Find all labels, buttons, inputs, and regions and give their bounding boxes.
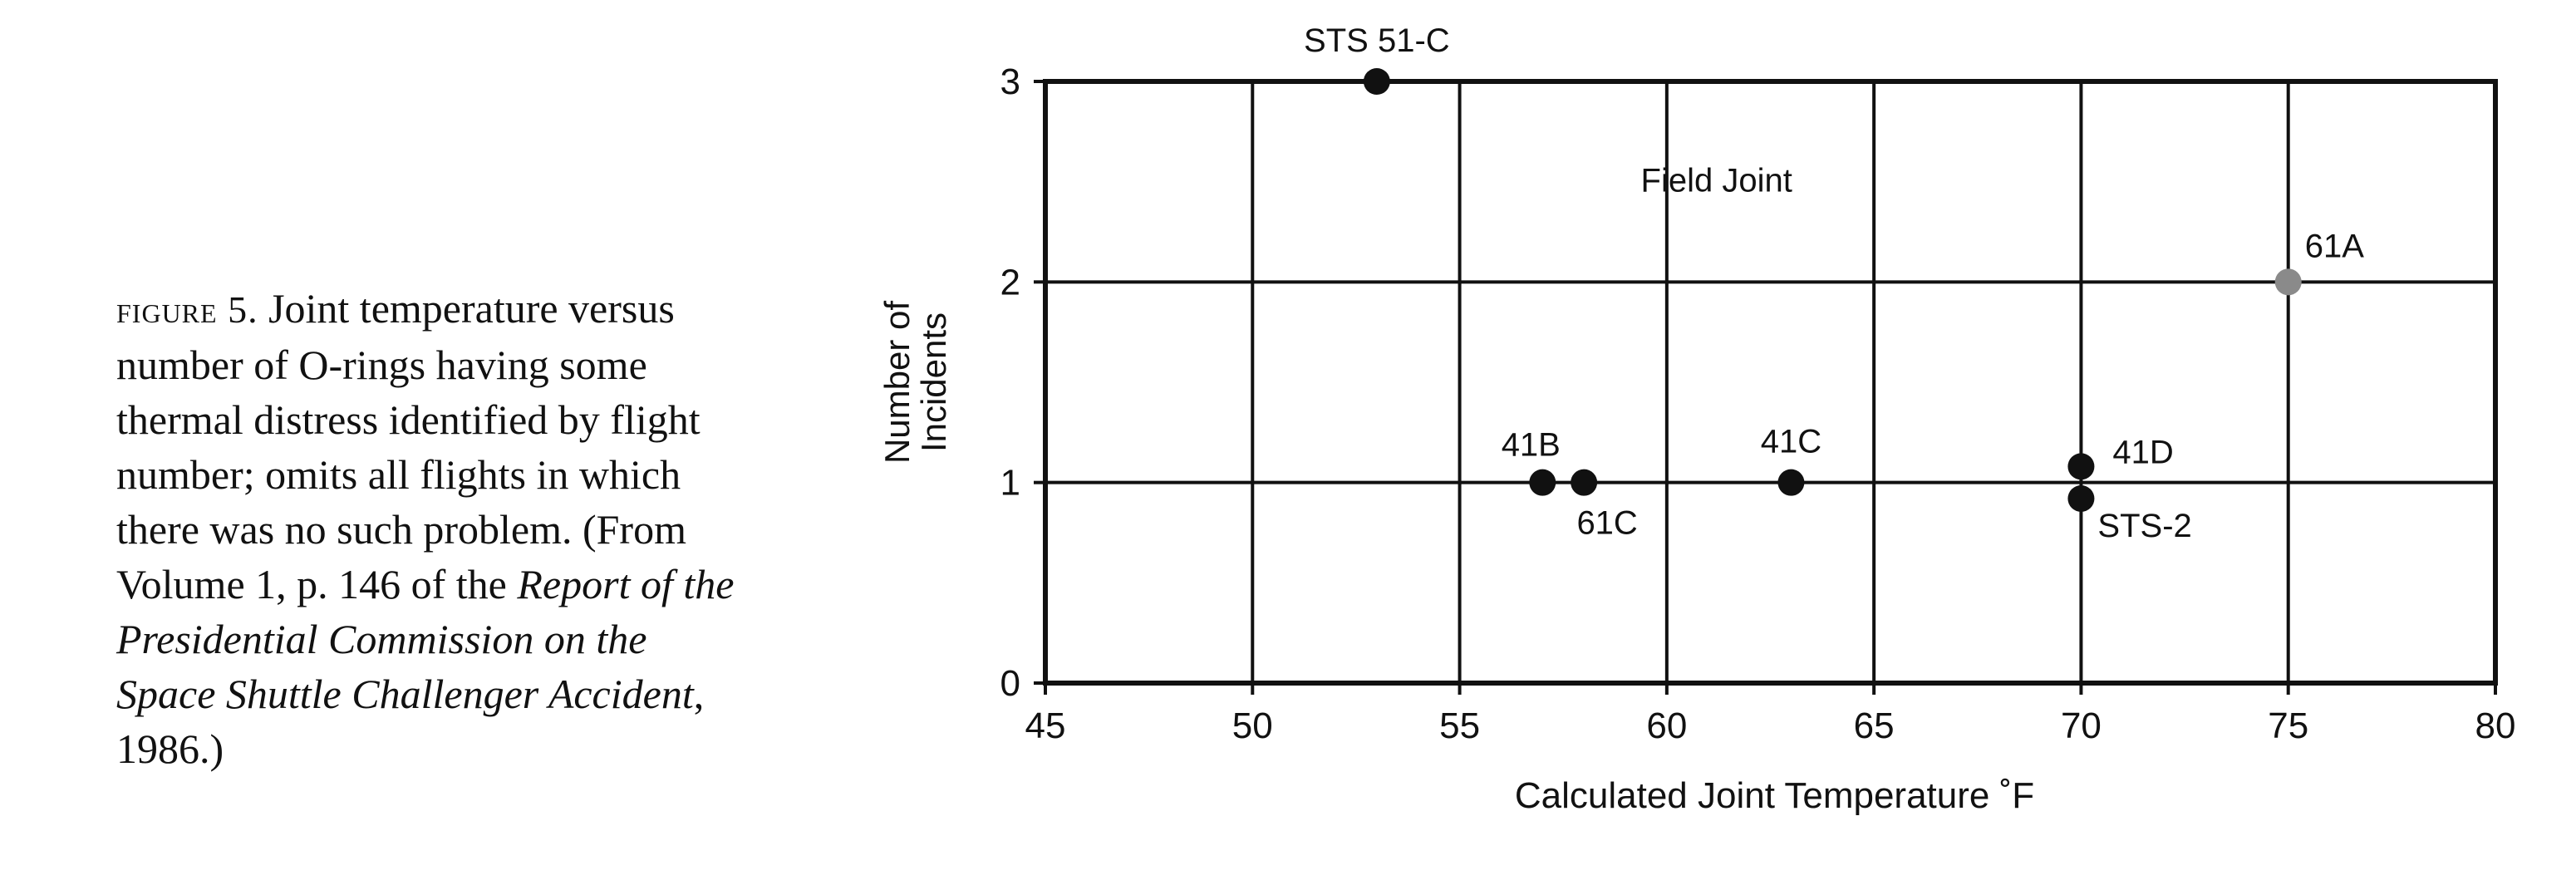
figure-caption: figure 5. Joint temperature versus numbe… xyxy=(116,281,748,776)
data-point-2 xyxy=(1529,469,1556,496)
field-joint-annotation: Field Joint xyxy=(1641,163,1792,199)
point-label-3: 61C xyxy=(1576,505,1637,542)
point-label-4: 41C xyxy=(1761,424,1821,460)
point-label-2: 41B xyxy=(1502,427,1561,464)
data-point-6 xyxy=(2067,484,2095,512)
point-label-6: STS-2 xyxy=(2097,508,2191,544)
x-tick-label-65: 65 xyxy=(1854,705,1895,746)
grid-lines xyxy=(1045,81,2495,683)
x-axis-label: Calculated Joint Temperature ˚F xyxy=(1515,775,2034,816)
caption-text: Joint temperature versus number of O-rin… xyxy=(116,285,701,607)
point-label-0: STS 51-C xyxy=(1304,22,1450,59)
figure-number: figure 5. xyxy=(116,288,258,331)
tick-labels: 45 50 55 60 65 70 75 80 0 1 2 3 xyxy=(1000,61,2516,746)
x-tick-label-80: 80 xyxy=(2475,705,2516,746)
plot-frame xyxy=(1043,79,2498,686)
y-tick-label-0: 0 xyxy=(1000,663,1020,704)
data-point-0 xyxy=(1363,68,1390,95)
point-label-1: 61A xyxy=(2305,228,2364,264)
x-tick-label-55: 55 xyxy=(1439,705,1480,746)
y-axis-label-line-2: Incidents xyxy=(914,312,953,452)
y-tick-label-3: 3 xyxy=(1000,61,1020,102)
x-tick-label-50: 50 xyxy=(1232,705,1273,746)
y-axis-label-line-1: Number of xyxy=(878,301,917,464)
x-tick-label-60: 60 xyxy=(1646,705,1687,746)
y-tick-label-2: 2 xyxy=(1000,262,1020,302)
caption-end: , 1986.) xyxy=(116,671,705,772)
data-point-3 xyxy=(1571,469,1598,496)
x-tick-label-70: 70 xyxy=(2061,705,2102,746)
x-tick-label-45: 45 xyxy=(1025,705,1066,746)
y-tick-label-1: 1 xyxy=(1000,463,1020,504)
data-point-5 xyxy=(2067,453,2095,480)
data-point-1 xyxy=(2274,268,2302,296)
data-point-4 xyxy=(1777,469,1805,496)
x-tick-label-75: 75 xyxy=(2268,705,2308,746)
report-title: Report of the Presidential Commission on… xyxy=(116,561,735,717)
data-points: STS 51-C 61A 41B 61C 41C 41D STS-2 xyxy=(1304,22,2364,544)
point-label-5: 41D xyxy=(2112,434,2173,470)
